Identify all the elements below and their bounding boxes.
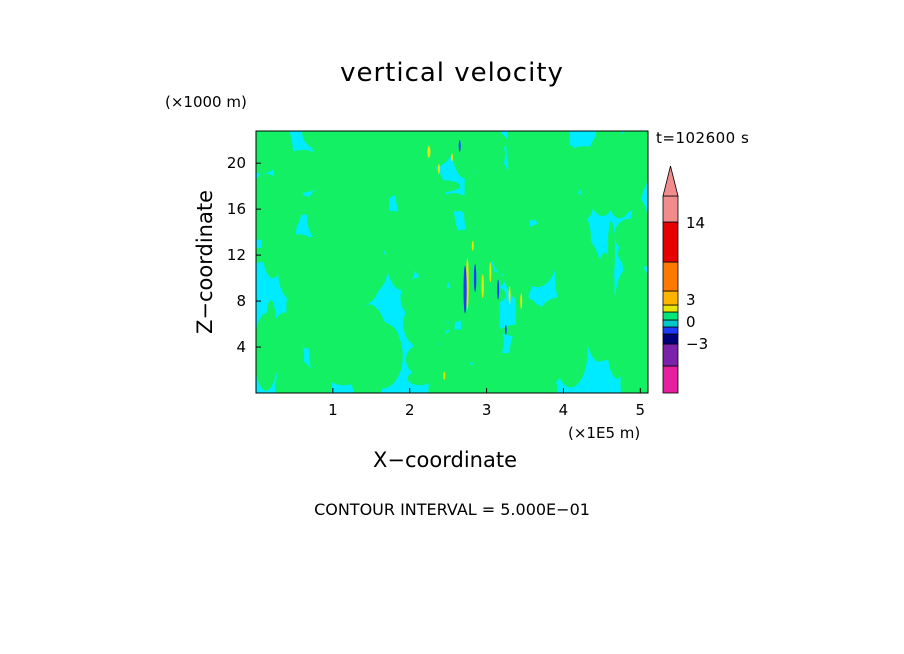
field-patch — [627, 273, 648, 323]
field-patch — [586, 132, 619, 216]
y-axis: 4 8 12 16 20 — [227, 154, 261, 356]
x-tick-label: 2 — [405, 401, 415, 419]
x-tick-label: 3 — [482, 401, 492, 419]
field-patch — [519, 298, 538, 322]
field-patch — [417, 235, 427, 251]
field-patch — [620, 342, 648, 393]
x-tick-label: 1 — [328, 401, 338, 419]
x-axis-label: X−coordinate — [373, 448, 517, 472]
colorbar-segment — [662, 319, 679, 328]
field-patch — [526, 327, 568, 345]
colorbar-label: 14 — [686, 214, 705, 232]
colorbar-segment — [662, 333, 679, 345]
x-tick-label: 5 — [636, 401, 646, 419]
heatmap-field — [256, 131, 648, 393]
field-patch — [553, 311, 588, 388]
y-tick-label: 20 — [227, 154, 246, 172]
contour-interval-text: CONTOUR INTERVAL = 5.000E−01 — [314, 500, 590, 519]
z-unit-label: (×1000 m) — [165, 93, 247, 111]
colorbar-segment — [662, 290, 679, 306]
field-patch — [463, 131, 483, 156]
field-patch — [407, 371, 433, 386]
field-patch — [506, 131, 538, 183]
y-tick-label: 8 — [236, 292, 246, 310]
field-patch — [289, 251, 314, 289]
field-patch — [310, 291, 354, 319]
colorbar-label: −3 — [686, 335, 708, 353]
velocity-streak — [463, 265, 467, 314]
field-patch — [455, 192, 504, 216]
y-tick-label: 4 — [236, 338, 246, 356]
field-patch — [479, 131, 502, 157]
field-patch — [370, 174, 390, 231]
field-patch — [577, 268, 594, 331]
field-patch — [256, 247, 271, 263]
velocity-streak — [473, 264, 477, 293]
field-patch — [256, 208, 297, 234]
velocity-streak — [489, 262, 492, 283]
colorbar-segment — [662, 261, 679, 292]
colorbar-segment — [662, 326, 679, 335]
velocity-streak — [458, 139, 461, 152]
field-patch — [318, 131, 337, 177]
colorbar-segment — [662, 304, 679, 313]
y-tick-label: 12 — [227, 246, 246, 264]
colorbar-label: 3 — [686, 291, 696, 309]
field-patch — [459, 252, 498, 336]
field-patch — [256, 173, 280, 206]
field-patch — [359, 351, 386, 379]
y-tick-label: 16 — [227, 200, 246, 218]
colorbar-segment — [662, 343, 679, 367]
field-patch — [533, 355, 563, 371]
field-patch — [498, 350, 532, 393]
field-patch — [299, 237, 327, 253]
x-tick-label: 4 — [559, 401, 569, 419]
colorbar-extend-arrow — [662, 165, 679, 197]
colorbar-segment — [662, 311, 679, 321]
velocity-streak — [481, 274, 484, 299]
velocity-streak — [427, 145, 431, 158]
field-patch — [396, 161, 446, 233]
field-patch — [444, 364, 490, 393]
velocity-streak — [508, 286, 511, 305]
plot-frame — [255, 130, 649, 394]
velocity-streak — [520, 293, 523, 310]
velocity-streak — [471, 240, 474, 251]
field-patch — [518, 162, 528, 231]
field-patch — [277, 323, 294, 393]
velocity-streak — [443, 371, 446, 380]
velocity-streak — [437, 163, 440, 174]
field-patch — [265, 300, 277, 370]
field-patch — [462, 152, 469, 173]
colorbar: 14 3 0 −3 — [662, 165, 708, 394]
velocity-streak — [466, 257, 469, 310]
field-patch — [256, 131, 285, 174]
chart-title: vertical velocity — [340, 58, 564, 88]
colorbar-segment — [662, 221, 679, 263]
velocity-streak — [451, 153, 453, 162]
field-patch — [610, 193, 630, 219]
field-patch — [532, 175, 568, 233]
x-unit-label: (×1E5 m) — [568, 424, 641, 442]
field-patch — [336, 327, 376, 344]
field-patch — [414, 319, 451, 334]
time-label: t=102600 s — [656, 129, 750, 147]
velocity-streak — [504, 324, 507, 335]
x-axis: 1 2 3 4 5 — [328, 388, 645, 419]
colorbar-segment — [662, 365, 679, 394]
colorbar-label: 0 — [686, 313, 696, 331]
colorbar-segment — [662, 195, 679, 223]
velocity-streak — [497, 279, 500, 300]
field-patch — [436, 340, 475, 363]
field-patch — [630, 199, 648, 268]
field-patch — [400, 277, 444, 320]
